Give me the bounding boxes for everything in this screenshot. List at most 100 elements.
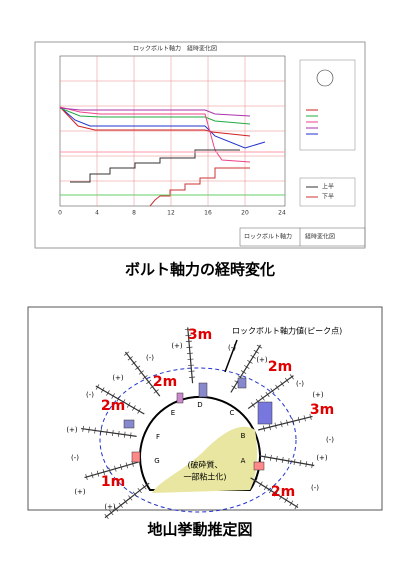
bolt-tick [281,456,284,463]
bolt-tick [128,495,133,501]
bolt-tick [250,402,256,408]
bolt-tick [149,384,156,389]
bolt-tick [100,387,105,393]
bolt-tick [231,385,237,390]
length-label: 2m [271,484,295,500]
sign-label: (+) [66,426,78,434]
bolt [247,375,294,410]
bolt-tick [270,388,275,394]
x-tick-label: 24 [278,210,286,217]
axial-force-bar [123,419,135,429]
bolt [258,455,315,467]
bolt-tick [118,502,123,508]
bolt-tick [186,352,194,354]
legend-label: 下半 [322,193,334,201]
sign-label: (-) [146,354,154,362]
bolt-tick [96,470,100,477]
chart-title: ロックボルト軸力 経時変化図 [133,45,217,53]
bolt-tick [280,421,283,428]
bolt-tick [279,494,283,500]
bolt-tick [189,376,196,378]
bolt-tick [311,462,314,469]
bolt [81,427,137,437]
point-label: B [241,432,246,440]
callout-arrow [224,339,238,373]
bolt-tick [258,481,263,487]
bolt-tick [240,370,247,374]
sign-label: (+) [312,391,324,399]
bolt-tick [185,340,192,343]
bolt-tick [247,360,253,364]
footer-text: 経時変化図 [305,233,335,241]
point-label: E [171,409,175,417]
bolt-tick [184,328,191,331]
zone-label: 一部粘土化) [183,472,226,482]
legend-box [299,59,356,151]
length-label: 3m [188,327,212,343]
bolt-tick [244,365,250,369]
footer-text: ロックボルト軸力 [244,233,292,241]
caption: ボルト軸力の経時変化 [125,261,275,279]
length-label: 2m [153,374,177,390]
axial-force-bar [257,401,273,425]
bolt [95,385,145,415]
bolt-tick [263,484,268,491]
bolt-tick [289,500,294,507]
bolt [250,477,299,509]
bolt-tick [137,408,141,414]
bolt-tick [100,428,102,435]
bolt-tick [188,370,195,372]
bolt-tick [303,415,306,422]
caption: 地山挙動推定図 [147,521,252,539]
legend-label: 上半 [322,183,334,191]
bolt-tick [88,426,90,433]
bolt-tick [253,478,258,484]
bolt-tick [132,491,138,497]
bolt-tick [94,427,96,434]
bolts [81,327,315,519]
bolt-tick [109,510,114,516]
bolt-tick [135,365,141,370]
bolt-tick [270,454,272,461]
bolt-tick [129,432,132,439]
bolt-tick [138,370,144,375]
bolt-tick [284,377,290,383]
sign-label: (+) [171,342,183,350]
bolt-tick [114,465,117,472]
bolt-tick [264,453,266,460]
bolt [124,351,161,397]
axial-force-bar [176,392,184,404]
bolt-tick [108,467,111,474]
bolt-tick [275,384,280,391]
bolt [84,461,139,479]
point-label: A [241,457,246,465]
bolt-tick [153,389,159,394]
bolt [258,415,313,431]
point-label: F [156,433,160,441]
bolt-tick [91,472,94,479]
bolt-tick [131,360,137,366]
bolt [104,482,150,519]
x-tick-label: 12 [167,210,175,217]
sign-label: (-) [296,380,304,388]
bolt-tick [286,419,289,426]
bolt-tick [85,473,88,480]
legend-swatches [306,109,318,135]
series-lines [59,106,285,207]
bolt-tick [123,431,126,438]
bolt-tick [121,399,126,405]
bolt-tick [250,354,256,359]
sign-label: (+) [112,374,124,382]
sign-label: (+) [74,488,86,496]
bolt-tick [112,430,114,437]
length-label: 2m [101,398,125,414]
bolt-tick [132,405,136,411]
axial-force-bar [131,451,141,463]
sign-label: (-) [228,344,236,352]
sign-label: (-) [311,484,319,492]
bolt-tick [280,381,285,387]
bolt-tick [123,499,128,505]
bolt-tick [119,464,123,471]
